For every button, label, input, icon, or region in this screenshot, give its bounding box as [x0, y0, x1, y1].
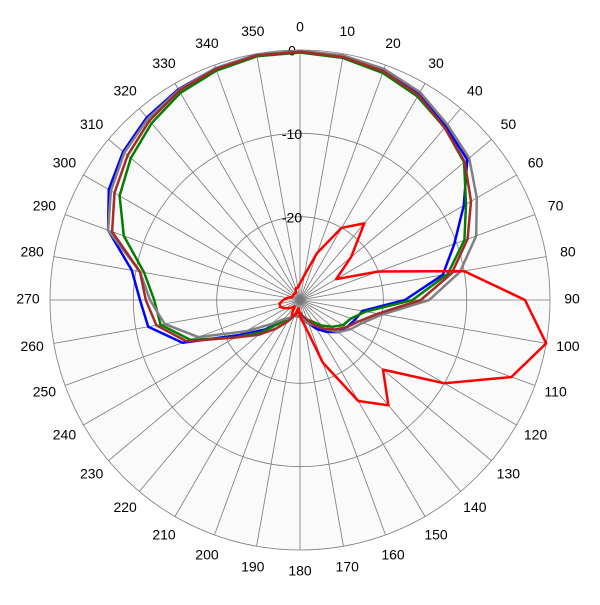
- spoke: [53, 299, 301, 344]
- angle-label: 160: [381, 546, 405, 562]
- grid-circle: [132, 132, 468, 468]
- spoke: [256, 299, 301, 547]
- angle-label: 90: [564, 291, 580, 307]
- angle-label: 100: [556, 338, 580, 354]
- grid-circle: [216, 216, 384, 384]
- spoke: [214, 299, 301, 536]
- spoke: [299, 299, 547, 344]
- spoke: [299, 53, 344, 301]
- angle-label: 40: [467, 82, 483, 98]
- r-tick-label: -20: [282, 209, 302, 225]
- angle-label: 20: [385, 35, 401, 51]
- r-tick-label: -10: [282, 126, 302, 142]
- angle-label: 240: [53, 427, 77, 443]
- spoke: [174, 299, 301, 517]
- angle-label: 310: [80, 116, 104, 132]
- spoke: [299, 299, 426, 517]
- angle-label: 230: [80, 466, 104, 482]
- angle-label: 0: [296, 19, 304, 35]
- spoke: [214, 64, 301, 301]
- spoke: [299, 299, 517, 426]
- angle-label: 170: [336, 559, 360, 575]
- angle-label: 320: [113, 82, 137, 98]
- spoke: [299, 299, 386, 536]
- spoke: [299, 83, 426, 301]
- angle-label: 340: [195, 35, 219, 51]
- angle-label: 190: [241, 559, 265, 575]
- spoke: [83, 299, 301, 426]
- angle-label: 70: [548, 198, 564, 214]
- angle-label: 220: [113, 499, 137, 515]
- angle-label: 120: [524, 427, 548, 443]
- spoke: [53, 256, 301, 301]
- angle-label: 260: [20, 338, 44, 354]
- spoke: [299, 138, 492, 301]
- angle-label: 180: [288, 563, 312, 579]
- angle-label: 60: [528, 155, 544, 171]
- angle-label: 30: [428, 55, 444, 71]
- angle-label: 110: [544, 384, 567, 400]
- spoke: [138, 108, 301, 301]
- angle-label: 80: [560, 243, 576, 259]
- angle-label: 270: [16, 291, 40, 307]
- angle-label: 250: [33, 384, 57, 400]
- angle-label: 290: [33, 198, 57, 214]
- angle-label: 130: [497, 466, 521, 482]
- spoke: [256, 53, 301, 301]
- spoke: [299, 108, 462, 301]
- angle-label: 150: [424, 526, 448, 542]
- spoke: [299, 256, 547, 301]
- spoke: [299, 214, 536, 301]
- angle-label: 200: [195, 546, 219, 562]
- spoke: [299, 299, 536, 386]
- spoke: [299, 299, 344, 547]
- spoke: [64, 214, 301, 301]
- angle-label: 330: [152, 55, 176, 71]
- angle-label: 350: [241, 23, 265, 39]
- angle-label: 280: [20, 243, 44, 259]
- angle-label: 300: [53, 155, 77, 171]
- spoke: [174, 83, 301, 301]
- series-line: [278, 222, 548, 407]
- spoke: [108, 138, 301, 301]
- angle-label: 10: [339, 23, 355, 39]
- angle-label: 140: [463, 499, 487, 515]
- spoke: [138, 299, 301, 492]
- angle-label: 50: [501, 116, 517, 132]
- spoke: [299, 64, 386, 301]
- angle-label: 210: [152, 526, 176, 542]
